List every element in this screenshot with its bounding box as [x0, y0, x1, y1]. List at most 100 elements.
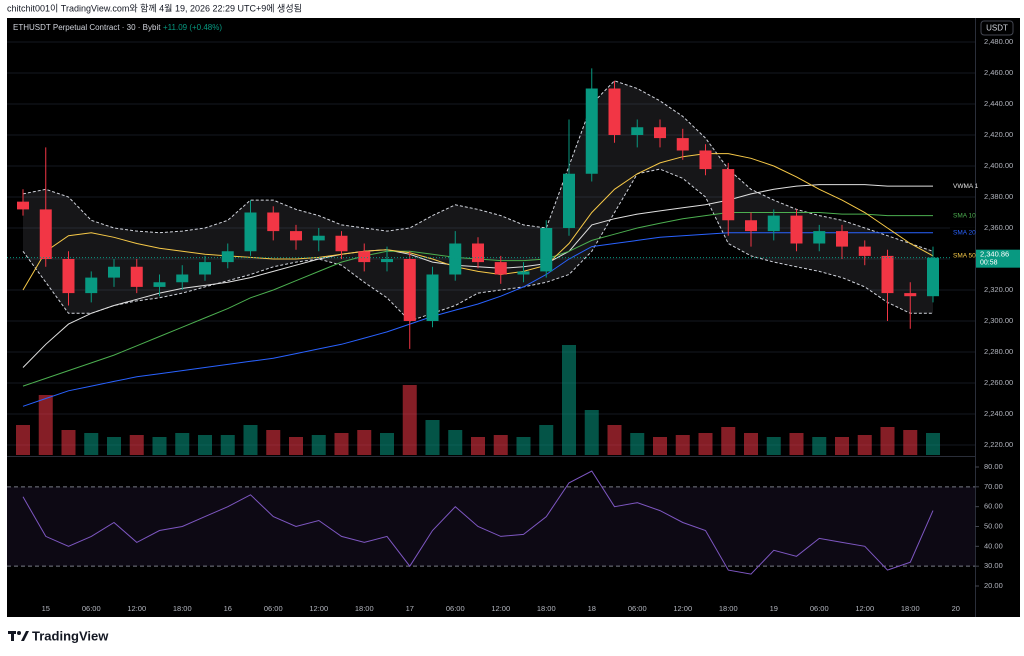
volume-bar: [471, 437, 485, 455]
rsi-tick-label: 30.00: [984, 561, 1003, 570]
volume-bar: [493, 435, 508, 455]
x-tick-label: 18:00: [355, 604, 374, 613]
candle-body: [62, 259, 75, 294]
volume-bar: [38, 395, 53, 455]
x-tick-label: 20: [952, 604, 960, 613]
x-tick-label: 18:00: [537, 604, 556, 613]
bb-fill: [23, 80, 933, 321]
candle-body: [517, 271, 530, 275]
rsi-line: [22, 470, 934, 575]
volume-bar: [812, 437, 827, 455]
bb-lower: [22, 168, 933, 322]
brand-logo: [8, 631, 29, 641]
volume-bar: [448, 430, 463, 455]
x-tick-label: 06:00: [810, 604, 829, 613]
volume-bar: [835, 437, 849, 455]
candle-body: [858, 246, 871, 256]
x-tick-label: 15: [42, 604, 50, 613]
candle-body: [403, 259, 416, 321]
candle-body: [563, 173, 575, 228]
candle-body: [699, 150, 712, 170]
candle-body: [221, 251, 234, 263]
candle-body: [585, 88, 598, 174]
candle-body: [745, 220, 757, 232]
currency[interactable]: USDT: [986, 24, 1008, 33]
volume-bar: [903, 430, 918, 455]
candle-body: [85, 277, 98, 294]
candle-body: [472, 243, 484, 263]
candle-body: [767, 215, 780, 232]
volume-bar: [243, 425, 258, 455]
volume-bar: [789, 433, 804, 455]
volume-bar: [607, 425, 622, 455]
candle-body: [449, 243, 462, 275]
y-tick-label: 2,480.00: [984, 37, 1013, 46]
overlay-label-box: [950, 250, 975, 261]
x-tick-label: 18:00: [719, 604, 738, 613]
volume-bar: [175, 433, 190, 455]
x-tick-label: 16: [224, 604, 232, 613]
volume-bar: [16, 425, 30, 455]
y-tick-label: 2,400.00: [984, 161, 1013, 170]
candle-body: [654, 127, 666, 139]
rsi-band-fill: [7, 486, 975, 567]
y-tick-label: 2,220.00: [984, 440, 1013, 449]
rsi-tick-label: 40.00: [984, 541, 1003, 550]
volume-bar: [266, 430, 281, 455]
candle-body: [494, 262, 507, 275]
volume-bar: [698, 433, 713, 455]
price-pane: [7, 41, 975, 455]
candle-body: [426, 274, 439, 321]
x-tick-label: 18: [588, 604, 596, 613]
volume-bar: [198, 435, 212, 455]
overlay-label: SMA 20: [953, 229, 976, 236]
candle-body: [813, 231, 826, 244]
volume-bar: [152, 437, 167, 455]
y-tick-label: 2,280.00: [984, 347, 1013, 356]
volume-bar: [880, 427, 895, 455]
overlay-line: [22, 153, 934, 291]
x-tick-label: 12:00: [127, 604, 146, 613]
volume-bar: [61, 430, 76, 455]
candle-body: [927, 257, 939, 297]
currency-box[interactable]: [980, 20, 1014, 36]
rsi-tick-label: 80.00: [984, 462, 1003, 471]
candle-body: [290, 231, 302, 241]
x-tick-label: 12:00: [309, 604, 328, 613]
volume-bar: [766, 437, 781, 455]
chart-title: ETHUSDT Perpetual Contract · 30 · Bybit: [13, 23, 161, 32]
chart-background: [7, 18, 1020, 617]
volume-bar: [721, 427, 736, 455]
x-tick-label: 06:00: [446, 604, 465, 613]
volume-bar: [84, 433, 99, 455]
candle-body: [199, 262, 211, 275]
y-tick-label: 2,240.00: [984, 409, 1013, 418]
volume-bar: [926, 433, 940, 455]
volume-bar: [653, 437, 667, 455]
overlay-label-box: [950, 210, 975, 221]
volume-bar: [675, 435, 690, 455]
last-price-tag: [976, 249, 1020, 268]
volume-bar: [334, 433, 349, 455]
overlay-line: [22, 232, 933, 407]
rsi-tick-label: 20.00: [984, 581, 1003, 590]
candle-body: [244, 212, 257, 252]
x-tick-label: 12:00: [855, 604, 874, 613]
x-tick-label: 06:00: [82, 604, 101, 613]
rsi-pane: [7, 470, 975, 575]
volume-bar: [311, 435, 326, 455]
volume-bar: [107, 437, 121, 455]
candle-body: [130, 266, 143, 287]
volume-bar: [584, 410, 599, 455]
overlay-label-box: [950, 181, 975, 192]
candle-body: [153, 282, 166, 287]
x-tick-label: 18:00: [173, 604, 192, 613]
volume-bar: [402, 385, 417, 455]
x-tick-label: 19: [770, 604, 778, 613]
volume-bar: [539, 425, 554, 455]
y-tick-label: 2,320.00: [984, 285, 1013, 294]
x-tick-label: 12:00: [673, 604, 692, 613]
candle-body: [904, 293, 917, 297]
volume-bar: [425, 420, 440, 455]
candle-body: [540, 228, 553, 272]
